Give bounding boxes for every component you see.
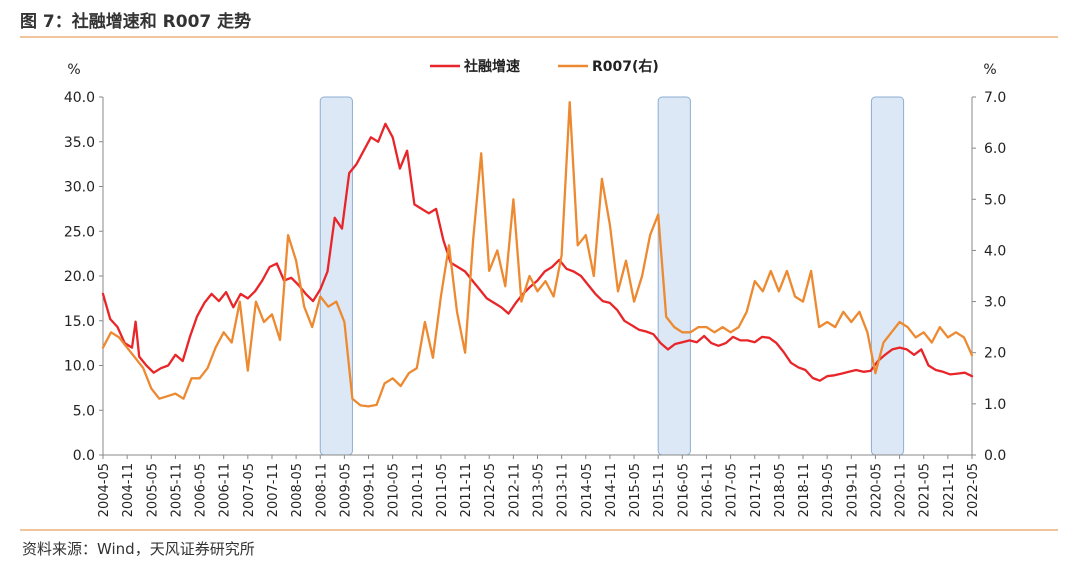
legend-label-1: 社融增速 [463, 58, 520, 75]
y-left-tick-label: 40.0 [64, 90, 95, 106]
x-tick-label: 2010-05 [387, 463, 402, 517]
y-left-tick-label: 5.0 [73, 403, 95, 419]
x-tick-label: 2021-05 [918, 463, 933, 517]
x-tick-label: 2014-05 [580, 463, 595, 517]
source-note: 资料来源：Wind，天风证券研究所 [22, 540, 255, 558]
x-tick-label: 2014-11 [604, 463, 619, 517]
x-tick-label: 2022-05 [966, 463, 981, 517]
y-left-unit: % [67, 62, 80, 78]
footer-divider [20, 529, 1058, 531]
x-tick-label: 2005-11 [169, 463, 184, 517]
x-tick-label: 2021-11 [942, 463, 957, 517]
x-tick-label: 2006-11 [218, 463, 233, 517]
y-right-tick-label: 7.0 [984, 90, 1006, 106]
y-left-tick-label: 15.0 [64, 314, 95, 330]
x-tick-label: 2017-11 [749, 463, 764, 517]
x-tick-label: 2015-05 [628, 463, 643, 517]
chart-title: 图 7：社融增速和 R007 走势 [20, 12, 252, 32]
x-tick-label: 2012-11 [507, 463, 522, 517]
y-right-tick-label: 5.0 [984, 192, 1006, 208]
x-tick-label: 2008-05 [290, 463, 305, 517]
x-tick-label: 2009-11 [363, 463, 378, 517]
x-tick-label: 2004-11 [121, 463, 136, 517]
y-left-tick-label: 25.0 [64, 224, 95, 240]
y-right-tick-label: 2.0 [984, 346, 1006, 362]
y-right-tick-label: 3.0 [984, 295, 1006, 311]
y-right-tick-label: 1.0 [984, 397, 1006, 413]
x-tick-label: 2012-05 [483, 463, 498, 517]
x-tick-label: 2011-11 [459, 463, 474, 517]
series-line-r007 [101, 100, 974, 408]
x-tick-label: 2019-11 [845, 463, 860, 517]
x-tick-label: 2006-05 [194, 463, 209, 517]
y-left-tick-label: 35.0 [64, 135, 95, 151]
x-tick-label: 2004-05 [97, 463, 112, 517]
x-tick-label: 2019-05 [821, 463, 836, 517]
x-tick-label: 2008-11 [314, 463, 329, 517]
y-left-tick-label: 20.0 [64, 269, 95, 285]
x-tick-label: 2009-05 [338, 463, 353, 517]
x-tick-label: 2013-11 [556, 463, 571, 517]
x-tick-label: 2017-05 [725, 463, 740, 517]
x-tick-label: 2016-05 [676, 463, 691, 517]
y-right-unit: % [983, 62, 996, 78]
x-tick-label: 2007-05 [242, 463, 257, 517]
x-tick-label: 2011-05 [435, 463, 450, 517]
y-right-tick-label: 4.0 [984, 243, 1006, 259]
series-line-social-financing [101, 122, 974, 382]
x-tick-label: 2018-05 [773, 463, 788, 517]
y-left-tick-label: 10.0 [64, 359, 95, 375]
title-divider [20, 36, 1058, 38]
x-tick-label: 2007-11 [266, 463, 281, 517]
y-left-tick-label: 0.0 [73, 448, 95, 464]
y-right-tick-label: 6.0 [984, 141, 1006, 157]
x-tick-label: 2015-11 [652, 463, 667, 517]
x-tick-label: 2020-05 [869, 463, 884, 517]
x-tick-label: 2010-11 [411, 463, 426, 517]
y-left-tick-label: 30.0 [64, 180, 95, 196]
x-tick-label: 2020-11 [894, 463, 909, 517]
x-tick-label: 2016-11 [700, 463, 715, 517]
x-tick-label: 2013-05 [532, 463, 547, 517]
x-tick-label: 2005-05 [145, 463, 160, 517]
x-tick-label: 2018-11 [797, 463, 812, 517]
legend-label-2: R007(右) [592, 58, 659, 75]
shaded-period-3 [870, 96, 905, 456]
y-right-tick-label: 0.0 [984, 448, 1006, 464]
